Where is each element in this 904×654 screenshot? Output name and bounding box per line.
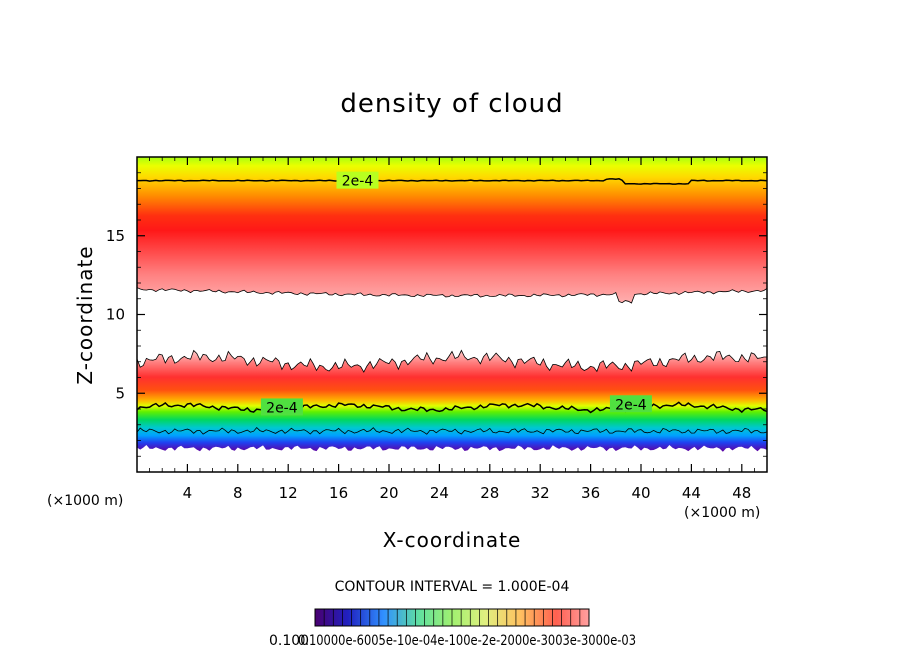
- contour-line-lower-2: [137, 427, 767, 435]
- x-tick-label-6: 28: [480, 484, 499, 502]
- x-tick-label-10: 44: [682, 484, 701, 502]
- contour-line-lower-top: [137, 349, 767, 373]
- contour-label-bg-0: [336, 171, 379, 189]
- y-axis-ticks: 5 10 15: [106, 172, 767, 457]
- lower-cloud-layer: [137, 350, 767, 452]
- x-axis-label: X-coordinate: [383, 528, 522, 552]
- x-tick-label-11: 48: [732, 484, 751, 502]
- contour-line-upper: [137, 178, 767, 185]
- x-tick-label-1: 8: [233, 484, 243, 502]
- contour-labels: 2e-4 2e-4 2e-4: [260, 171, 652, 416]
- contour-label-bg-1: [260, 398, 303, 416]
- x-tick-label-8: 36: [581, 484, 600, 502]
- contour-label-0: 2e-4: [342, 174, 374, 190]
- x-tick-label-9: 40: [631, 484, 650, 502]
- y-tick-label-0: 5: [115, 384, 125, 402]
- x-unit-right: (×1000 m): [684, 505, 760, 521]
- y-axis-label: Z-coordinate: [73, 245, 97, 384]
- x-tick-label-7: 32: [531, 484, 550, 502]
- y-tick-label-2: 15: [106, 227, 125, 245]
- y-tick-label-1: 10: [106, 306, 125, 324]
- x-tick-label-4: 20: [379, 484, 398, 502]
- contour-label-1: 2e-4: [266, 400, 298, 416]
- colorbar-min-label: 0.100: [269, 633, 309, 649]
- contour-label-2: 2e-4: [615, 397, 647, 413]
- contour-interval: CONTOUR INTERVAL = 1.000E-04: [335, 579, 570, 595]
- x-axis-ticks: 4 8 12 16 20 24 28 32 36 40 44 48: [149, 157, 768, 502]
- contour-line-upper-base: [137, 287, 767, 304]
- x-tick-label-5: 24: [430, 484, 449, 502]
- upper-cloud-layer: [137, 157, 767, 303]
- colorbar-tick-labels: 0.10000e-6005e-10e-04e-100e-2e-2000e-300…: [298, 633, 636, 649]
- x-tick-label-2: 12: [279, 484, 298, 502]
- chart-title: density of cloud: [340, 89, 563, 119]
- contour-label-bg-2: [609, 395, 652, 413]
- plot-area: [137, 157, 767, 472]
- x-tick-label-3: 16: [329, 484, 348, 502]
- contour-line-lower: [137, 401, 767, 414]
- x-tick-label-0: 4: [183, 484, 193, 502]
- x-unit-left: (×1000 m): [47, 493, 123, 509]
- colorbar-dividers: [323, 609, 581, 626]
